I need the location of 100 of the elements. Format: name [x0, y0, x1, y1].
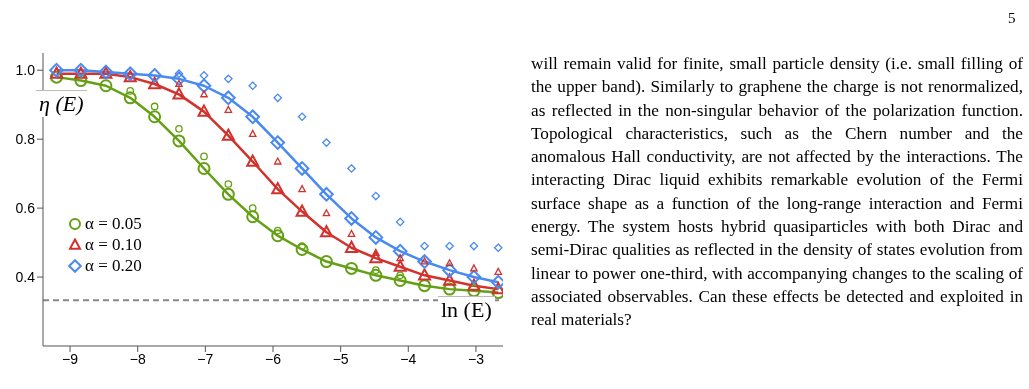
- point: [298, 184, 306, 193]
- point: [248, 129, 257, 138]
- point: [175, 79, 183, 88]
- point: [221, 128, 235, 141]
- point: [273, 93, 283, 103]
- point: [443, 273, 457, 286]
- text: will remain valid for finite, small particle density (i.e. small filling of the upper band). Similarly to graphene the charge is not renormalized, as reflected in the non-singular behavior of the polarization function. Topological characteristics, such as the Chern number and the anomalous Hall conductivity, are not affected by the interactions. The interacting Dirac liquid exhibits remarkable evolution of the Fermi surface shape as a function of the long-range interaction and Fermi energy. The system hosts hybrid quasiparticles with both Dirac and semi-Dirac qualities as reflected in the density of states evolution from linear to power one-third, with accompanying changes to the scaling of associated observables. Can these effects be detected and exploited in real materials?: [531, 54, 1023, 330]
- point: [148, 76, 162, 90]
- legend-label: α = 0.05: [85, 213, 142, 234]
- point: [74, 66, 88, 79]
- point: [150, 102, 159, 111]
- point: [271, 182, 285, 195]
- point: [396, 253, 405, 262]
- point: [491, 282, 503, 295]
- point: [347, 229, 356, 238]
- point: [368, 230, 384, 245]
- y-axis-title: η (E): [36, 90, 87, 117]
- point: [221, 90, 236, 106]
- point: [200, 90, 208, 98]
- point: [344, 211, 359, 226]
- point: [245, 109, 261, 125]
- point: [493, 243, 503, 253]
- point: [494, 267, 503, 275]
- point: [221, 187, 235, 201]
- point: [295, 242, 309, 256]
- point: [271, 229, 285, 243]
- point: [369, 251, 383, 264]
- point: [123, 70, 137, 83]
- point: [196, 78, 212, 94]
- point: [273, 226, 282, 235]
- point: [418, 279, 432, 293]
- point: [246, 154, 260, 167]
- y-tick-label: 0.8: [15, 131, 36, 148]
- point: [393, 274, 407, 288]
- point: [443, 282, 457, 296]
- x-tick-label: −9: [62, 350, 79, 367]
- point: [126, 87, 135, 95]
- point: [273, 157, 282, 165]
- point: [319, 187, 334, 202]
- point: [197, 104, 211, 117]
- x-tick-label: −5: [332, 350, 349, 367]
- point: [395, 217, 405, 227]
- point: [295, 204, 309, 217]
- point: [418, 268, 432, 281]
- point: [417, 254, 432, 269]
- point: [344, 261, 358, 275]
- point: [99, 79, 113, 93]
- x-tick-label: −7: [197, 350, 214, 367]
- x-tick-label: −8: [129, 350, 146, 367]
- point: [371, 248, 380, 256]
- text: 5: [1008, 10, 1016, 27]
- point: [197, 161, 211, 175]
- point: [445, 259, 454, 267]
- x-axis-title: ln (E): [438, 296, 495, 323]
- legend-label: α = 0.10: [85, 234, 142, 255]
- point: [371, 191, 381, 201]
- point: [224, 105, 233, 113]
- point: [466, 269, 482, 285]
- point: [172, 87, 186, 100]
- point: [246, 210, 260, 224]
- point: [442, 262, 457, 278]
- y-tick-label: 0.6: [15, 200, 36, 217]
- x-tick-label: −4: [400, 350, 417, 367]
- y-tick-label: 0.4: [15, 269, 36, 286]
- point: [319, 255, 333, 269]
- point: [148, 110, 162, 124]
- point: [347, 164, 356, 173]
- legend-label: α = 0.20: [85, 255, 142, 276]
- point: [393, 259, 407, 272]
- point: [270, 135, 286, 150]
- y-tick-label: 1.0: [15, 62, 36, 79]
- point: [199, 71, 209, 80]
- point: [297, 112, 307, 122]
- point: [175, 124, 183, 133]
- point: [322, 138, 331, 147]
- point: [294, 161, 310, 176]
- x-tick-label: −6: [265, 350, 282, 367]
- point: [224, 180, 233, 188]
- x-tick-label: −3: [467, 350, 485, 367]
- point: [469, 241, 479, 251]
- point: [171, 71, 187, 87]
- point: [319, 225, 333, 238]
- point: [369, 268, 383, 282]
- point: [147, 68, 162, 83]
- point: [322, 209, 331, 217]
- point: [445, 241, 454, 251]
- point: [200, 152, 208, 161]
- point: [491, 286, 503, 300]
- point: [420, 241, 429, 251]
- point: [224, 74, 233, 84]
- point: [392, 243, 408, 259]
- point: [50, 66, 64, 79]
- point: [396, 271, 405, 280]
- point: [470, 264, 478, 272]
- point: [74, 74, 88, 88]
- point: [248, 204, 257, 212]
- point: [172, 134, 186, 148]
- point: [248, 81, 258, 91]
- point: [344, 240, 358, 253]
- point: [467, 284, 481, 298]
